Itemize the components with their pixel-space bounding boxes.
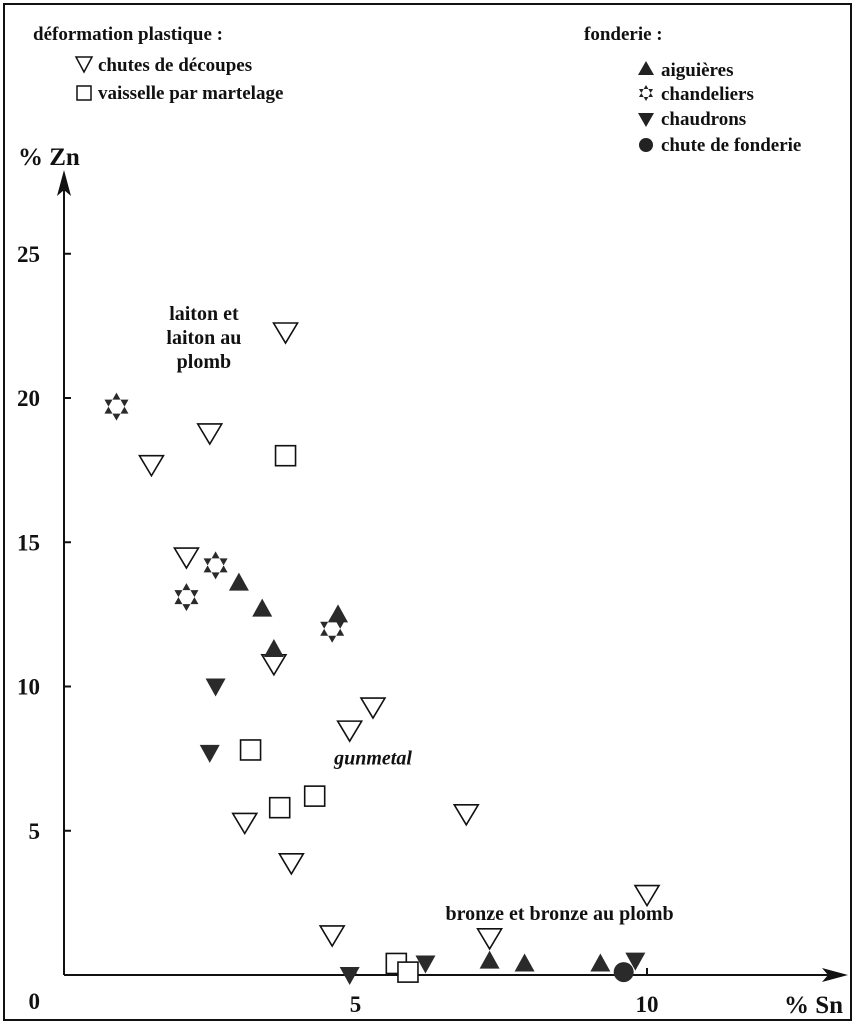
point-chaudrons <box>205 678 226 697</box>
point-vaisselle <box>268 796 291 819</box>
point-aiguieres <box>252 598 273 617</box>
point-chandeliers <box>174 583 199 612</box>
annotation-label: bronze et bronze au plomb <box>445 903 673 925</box>
x-axis-arrow-icon <box>822 968 848 982</box>
point-chutes <box>277 853 305 876</box>
legend-marker-square-open-icon <box>76 85 92 101</box>
y-axis-title: % Zn <box>18 144 80 171</box>
legend-entry-chute-fonderie: chute de fonderie <box>639 135 801 156</box>
legend-label-aiguieres: aiguières <box>661 60 733 81</box>
annotation-label: laiton et <box>169 303 239 325</box>
y-tick-label: 0 <box>29 989 41 1014</box>
point-aiguieres <box>263 638 284 657</box>
annotation-label: plomb <box>177 351 231 373</box>
point-vaisselle <box>239 739 262 761</box>
point-chute-fonderie <box>613 962 634 983</box>
legend-marker-circle-filled-icon <box>639 138 653 152</box>
point-aiguieres <box>479 950 500 969</box>
point-chutes <box>272 322 299 345</box>
axis-ticks: 5 10 0 5 10 15 20 25 <box>17 242 659 1017</box>
point-chutes <box>196 423 224 446</box>
point-chandeliers <box>203 551 228 580</box>
point-chandeliers <box>104 392 129 421</box>
point-aiguieres <box>228 572 249 591</box>
point-chutes <box>231 812 259 836</box>
legend-marker-triangle-up-filled-icon <box>638 61 654 75</box>
legend-marker-triangle-down-open-icon <box>74 56 94 74</box>
y-tick-label: 5 <box>29 819 41 844</box>
point-chaudrons <box>199 744 220 763</box>
annotation-label: laiton au <box>166 327 241 349</box>
point-chutes <box>173 547 200 570</box>
legend-marker-triangle-down-filled-icon <box>638 113 654 127</box>
y-axis-arrow-icon <box>57 170 71 196</box>
y-tick-label: 10 <box>17 675 40 700</box>
legend-entry-chaudrons: chaudrons <box>638 109 746 130</box>
point-chutes <box>318 925 346 948</box>
point-chandeliers <box>320 614 345 643</box>
point-chutes <box>336 720 364 743</box>
legend-entry-chandeliers: chandeliers <box>639 84 754 105</box>
figure-frame <box>3 3 852 1021</box>
point-aiguieres <box>514 953 535 972</box>
point-vaisselle <box>303 785 326 807</box>
legend-label-chutes: chutes de découpes <box>98 55 252 76</box>
point-chutes <box>138 454 165 478</box>
legend-marker-star-filled-icon <box>639 85 653 101</box>
legend-label-vaisselle: vaisselle par martelage <box>98 83 283 104</box>
point-chaudrons <box>339 967 360 985</box>
x-axis-title: % Sn <box>784 992 843 1019</box>
point-chutes <box>633 884 661 908</box>
legend-heading-deformation: déformation plastique : <box>33 24 223 45</box>
y-tick-label: 25 <box>17 242 40 267</box>
point-chaudrons <box>415 955 436 974</box>
point-chutes <box>260 653 288 677</box>
point-vaisselle <box>274 444 297 467</box>
legend-label-chute-fonderie: chute de fonderie <box>661 135 801 156</box>
point-chutes <box>476 928 504 951</box>
y-tick-label: 15 <box>17 530 40 555</box>
x-tick-label: 5 <box>350 992 362 1017</box>
x-tick-label: 10 <box>636 992 659 1017</box>
legend-heading-fonderie: fonderie : <box>584 24 663 45</box>
point-aiguieres <box>590 953 611 972</box>
point-vaisselle <box>397 961 419 983</box>
point-chaudrons <box>625 952 646 971</box>
annotation-label: gunmetal <box>333 747 412 769</box>
y-tick-label: 20 <box>17 386 40 411</box>
legend-label-chandeliers: chandeliers <box>661 84 754 105</box>
legend: déformation plastique : chutes de découp… <box>33 24 801 156</box>
data-points <box>104 322 661 985</box>
point-chutes <box>359 697 387 720</box>
legend-entry-aiguieres: aiguières <box>638 60 733 81</box>
axes: % Zn % Sn 5 10 0 5 10 15 20 25 <box>17 144 848 1019</box>
point-chutes <box>452 804 480 827</box>
legend-entry-chutes: chutes de découpes <box>74 55 252 76</box>
legend-entry-vaisselle: vaisselle par martelage <box>76 83 283 104</box>
legend-label-chaudrons: chaudrons <box>661 109 746 130</box>
